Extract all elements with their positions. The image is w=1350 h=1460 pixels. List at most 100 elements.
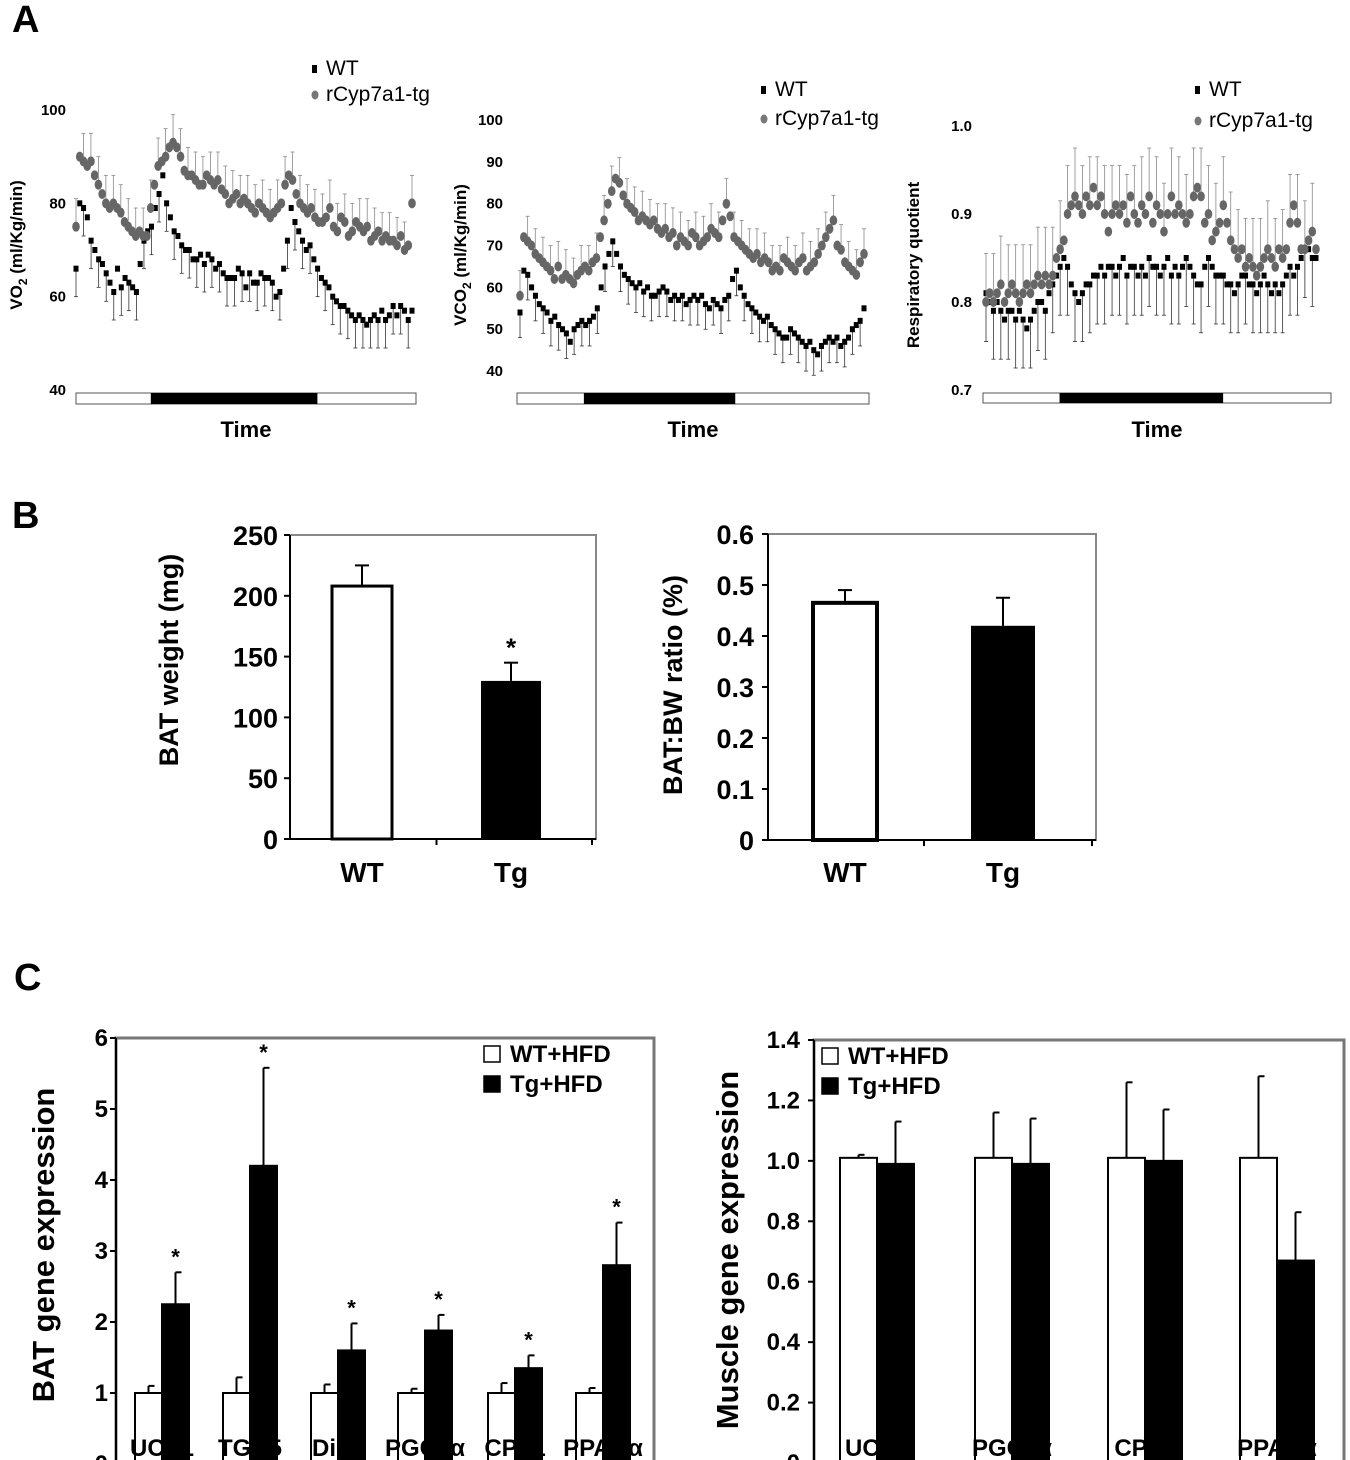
data-point: [1119, 200, 1127, 211]
legend-label: rCyp7a1-tg: [1209, 109, 1313, 132]
data-point: [251, 207, 259, 218]
data-point: [1205, 255, 1211, 261]
y-axis-title-subscript: 2: [16, 278, 30, 285]
data-point: [998, 307, 1004, 314]
data-point: [556, 322, 562, 329]
data-point: [390, 303, 396, 309]
significance-marker: *: [524, 1327, 533, 1352]
legend-marker-tg: [760, 114, 768, 124]
y-tick-label: 0.8: [767, 1208, 800, 1235]
data-point: [1209, 263, 1215, 270]
legend: WT+HFD Tg+HFD: [821, 1043, 949, 1100]
data-point: [130, 284, 136, 291]
data-point: [150, 179, 159, 190]
x-tick-label: Tg: [494, 857, 528, 888]
y-tick-label: 250: [233, 521, 278, 551]
data-point: [1280, 281, 1286, 288]
data-point: [645, 284, 651, 291]
data-point: [1109, 263, 1115, 270]
data-point: [822, 338, 828, 345]
data-point: [776, 330, 782, 337]
data-point: [152, 205, 158, 211]
data-point: [1072, 290, 1078, 297]
x-tick-label: UCP1: [130, 1435, 194, 1460]
data-point: [1041, 270, 1050, 281]
data-point: [1202, 263, 1208, 270]
data-point: [315, 265, 321, 272]
data-point: [788, 326, 794, 333]
data-point: [710, 296, 716, 303]
data-point: [989, 297, 998, 307]
data-point: [1141, 209, 1150, 219]
data-point: [266, 275, 272, 281]
data-point: [814, 248, 822, 259]
data-point: [1060, 235, 1068, 246]
y-tick-label: 80: [49, 195, 66, 212]
data-point: [1260, 253, 1268, 263]
data-point: [383, 317, 389, 323]
data-point: [160, 172, 166, 179]
data-point: [179, 242, 185, 249]
data-point: [190, 256, 196, 263]
data-point: [619, 190, 627, 201]
data-point: [552, 313, 558, 320]
data-point: [1294, 263, 1300, 270]
bar-Tg+HFD: [1276, 1259, 1315, 1460]
data-point: [1263, 244, 1272, 255]
data-point: [1308, 226, 1317, 237]
data-point: [733, 267, 739, 274]
data-point: [764, 257, 773, 268]
data-point: [379, 307, 385, 314]
data-point: [307, 242, 313, 249]
data-point: [1067, 200, 1076, 211]
data-point: [834, 334, 840, 341]
data-point: [1157, 272, 1163, 279]
data-point: [1150, 263, 1156, 270]
bar-Tg+HFD: [514, 1367, 543, 1460]
data-point: [532, 292, 538, 299]
data-point: [675, 296, 681, 303]
data-point: [621, 271, 627, 278]
data-point: [1154, 263, 1160, 270]
data-point: [575, 322, 581, 329]
y-axis-title: VO2 (ml/Kg/min): [7, 180, 30, 309]
data-point: [1180, 263, 1186, 270]
data-point: [799, 338, 805, 345]
y-axis-title-part: VCO: [451, 289, 470, 326]
data-point: [1145, 191, 1153, 202]
data-point: [175, 233, 181, 239]
data-point: [726, 292, 732, 299]
data-point: [1087, 281, 1093, 288]
bar-WT+HFD: [1107, 1156, 1146, 1460]
data-point: [1146, 255, 1152, 261]
y-tick-label: 50: [486, 321, 503, 338]
bar-WT+HFD: [974, 1156, 1013, 1460]
data-point: [664, 288, 670, 295]
data-point: [1120, 255, 1126, 261]
data-point: [1256, 261, 1265, 272]
data-point: [1083, 281, 1089, 288]
data-point: [761, 317, 767, 324]
data-point: [803, 342, 809, 349]
data-point: [838, 342, 844, 349]
data-point: [348, 226, 357, 237]
data-point: [780, 334, 786, 341]
data-point: [791, 330, 797, 337]
data-point: [691, 292, 697, 299]
data-point: [1008, 279, 1016, 290]
data-point: [1004, 288, 1013, 299]
data-point: [1189, 191, 1198, 202]
legend-label: WT+HFD: [848, 1043, 949, 1070]
y-tick-label: 0: [263, 825, 278, 855]
data-point: [94, 179, 103, 190]
data-point: [1102, 272, 1108, 279]
data-point: [405, 317, 411, 323]
data-point: [818, 342, 824, 349]
data-point: [1231, 290, 1237, 297]
data-point: [536, 301, 542, 308]
data-point: [554, 261, 563, 272]
data-point: [326, 284, 332, 291]
data-point: [1301, 244, 1309, 255]
data-point: [1000, 297, 1009, 307]
data-point: [1217, 272, 1223, 279]
